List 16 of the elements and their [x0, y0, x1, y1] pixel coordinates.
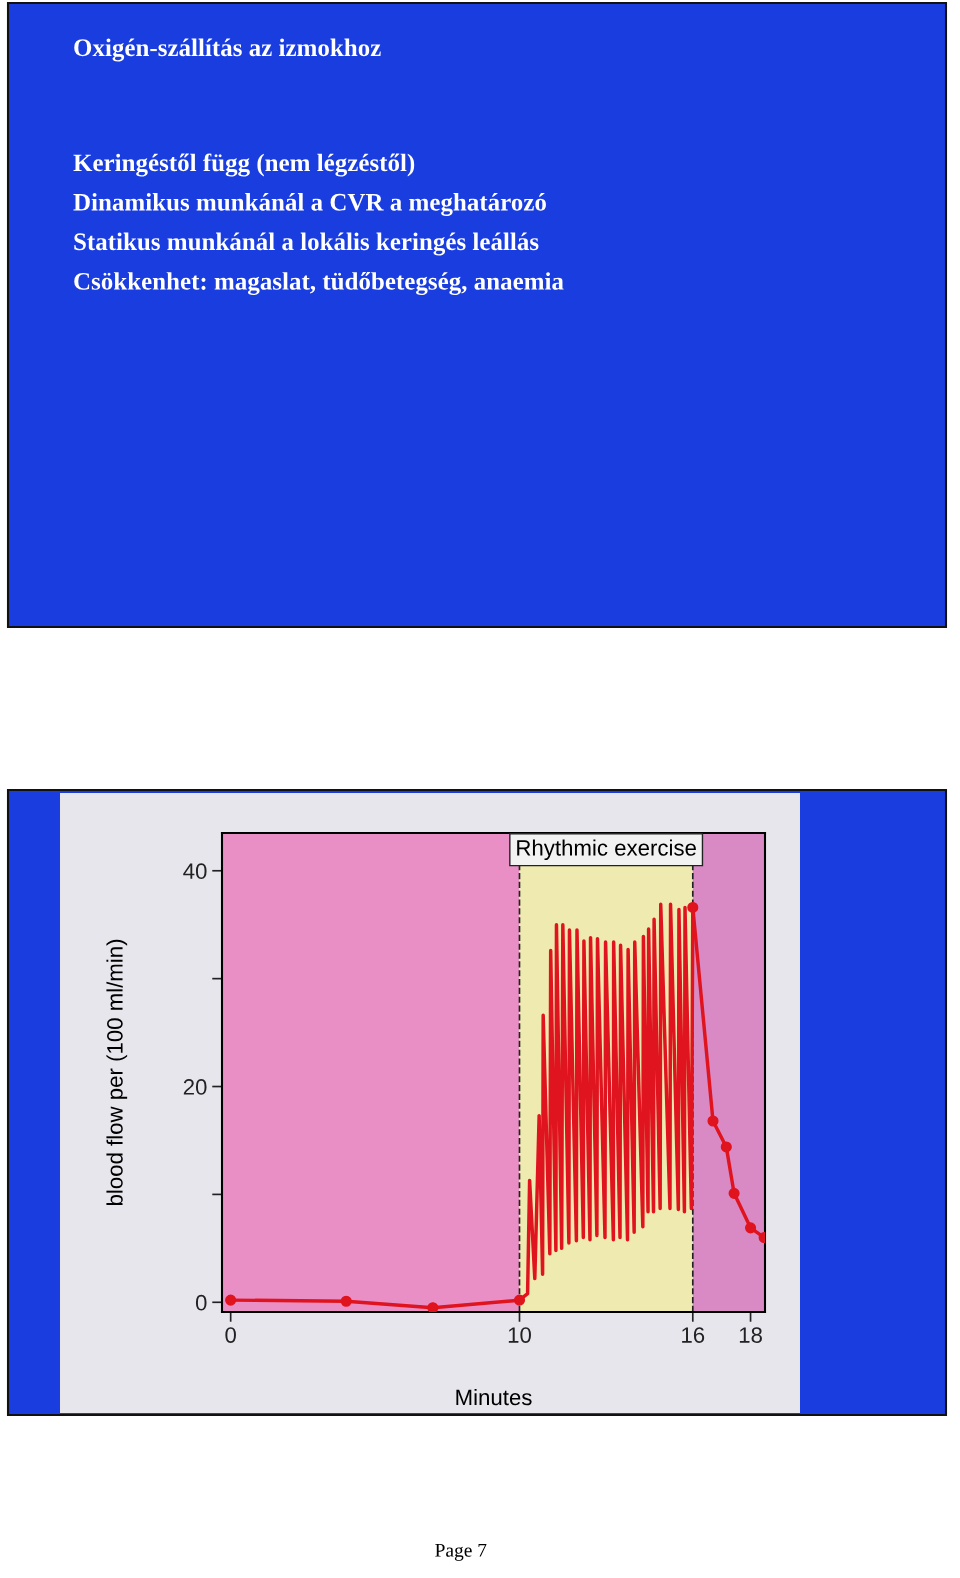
text: Dinamikus munkánál a CVR a meghatározó: [73, 193, 546, 216]
x-axis-title: Minutes: [456, 1388, 532, 1406]
y-tick-label: 40: [183, 863, 207, 880]
text: Page 7: [435, 1543, 487, 1561]
y-axis-title: blood flow per (100 ml/min): [106, 939, 128, 1206]
y-tick-label: 0: [195, 1294, 207, 1311]
text: Keringéstől függ (nem légzéstől): [73, 153, 415, 177]
x-tick-label: 10: [508, 1327, 531, 1343]
x-tick-label: 16: [682, 1327, 705, 1343]
text: Csökkenhet: magaslat, tüdőbetegség, anaemia: [74, 271, 564, 296]
text: Statikus munkánál a lokális keringés leállás: [74, 232, 539, 256]
chart-title: Oxigén-szállítás az izmokhoz: [74, 38, 381, 62]
x-tick-label: 0: [225, 1327, 236, 1343]
x-tick-label: 18: [739, 1327, 762, 1343]
y-tick-label: 20: [183, 1079, 207, 1095]
band-label: Rhythmic exercise: [517, 839, 696, 861]
